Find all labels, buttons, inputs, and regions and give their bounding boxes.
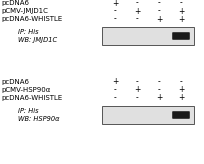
Text: WB: JMJD1C: WB: JMJD1C	[18, 37, 57, 43]
Text: -: -	[158, 7, 160, 16]
Text: pcDNA6-WHISTLE: pcDNA6-WHISTLE	[1, 16, 62, 22]
Bar	[102, 27, 194, 45]
Text: +: +	[178, 85, 184, 94]
Text: -: -	[136, 78, 138, 86]
Text: +: +	[156, 93, 162, 102]
Text: +: +	[112, 78, 118, 86]
Text: -: -	[136, 93, 138, 102]
Text: -: -	[180, 78, 182, 86]
Text: -: -	[158, 85, 160, 94]
Text: pcDNA6: pcDNA6	[1, 0, 29, 6]
Text: IP: His: IP: His	[18, 29, 39, 35]
Text: +: +	[178, 7, 184, 16]
Text: -: -	[114, 93, 116, 102]
Text: pCMV-HSP90α: pCMV-HSP90α	[1, 87, 50, 93]
Text: -: -	[158, 0, 160, 8]
Text: +: +	[112, 0, 118, 8]
Text: pCMV-JMJD1C: pCMV-JMJD1C	[1, 8, 48, 14]
Text: WB: HSP90α: WB: HSP90α	[18, 116, 60, 122]
Text: IP: His: IP: His	[18, 108, 39, 114]
FancyBboxPatch shape	[172, 32, 190, 40]
Text: +: +	[134, 85, 140, 94]
Bar	[102, 106, 194, 124]
Text: -: -	[136, 0, 138, 8]
FancyBboxPatch shape	[172, 111, 190, 119]
Text: -: -	[114, 14, 116, 23]
Text: -: -	[158, 78, 160, 86]
Text: +: +	[134, 7, 140, 16]
Text: -: -	[136, 14, 138, 23]
Text: +: +	[156, 14, 162, 23]
Text: +: +	[178, 93, 184, 102]
Text: pcDNA6-WHISTLE: pcDNA6-WHISTLE	[1, 95, 62, 101]
Text: +: +	[178, 14, 184, 23]
Text: -: -	[114, 85, 116, 94]
Text: -: -	[180, 0, 182, 8]
Text: -: -	[114, 7, 116, 16]
Text: pcDNA6: pcDNA6	[1, 79, 29, 85]
